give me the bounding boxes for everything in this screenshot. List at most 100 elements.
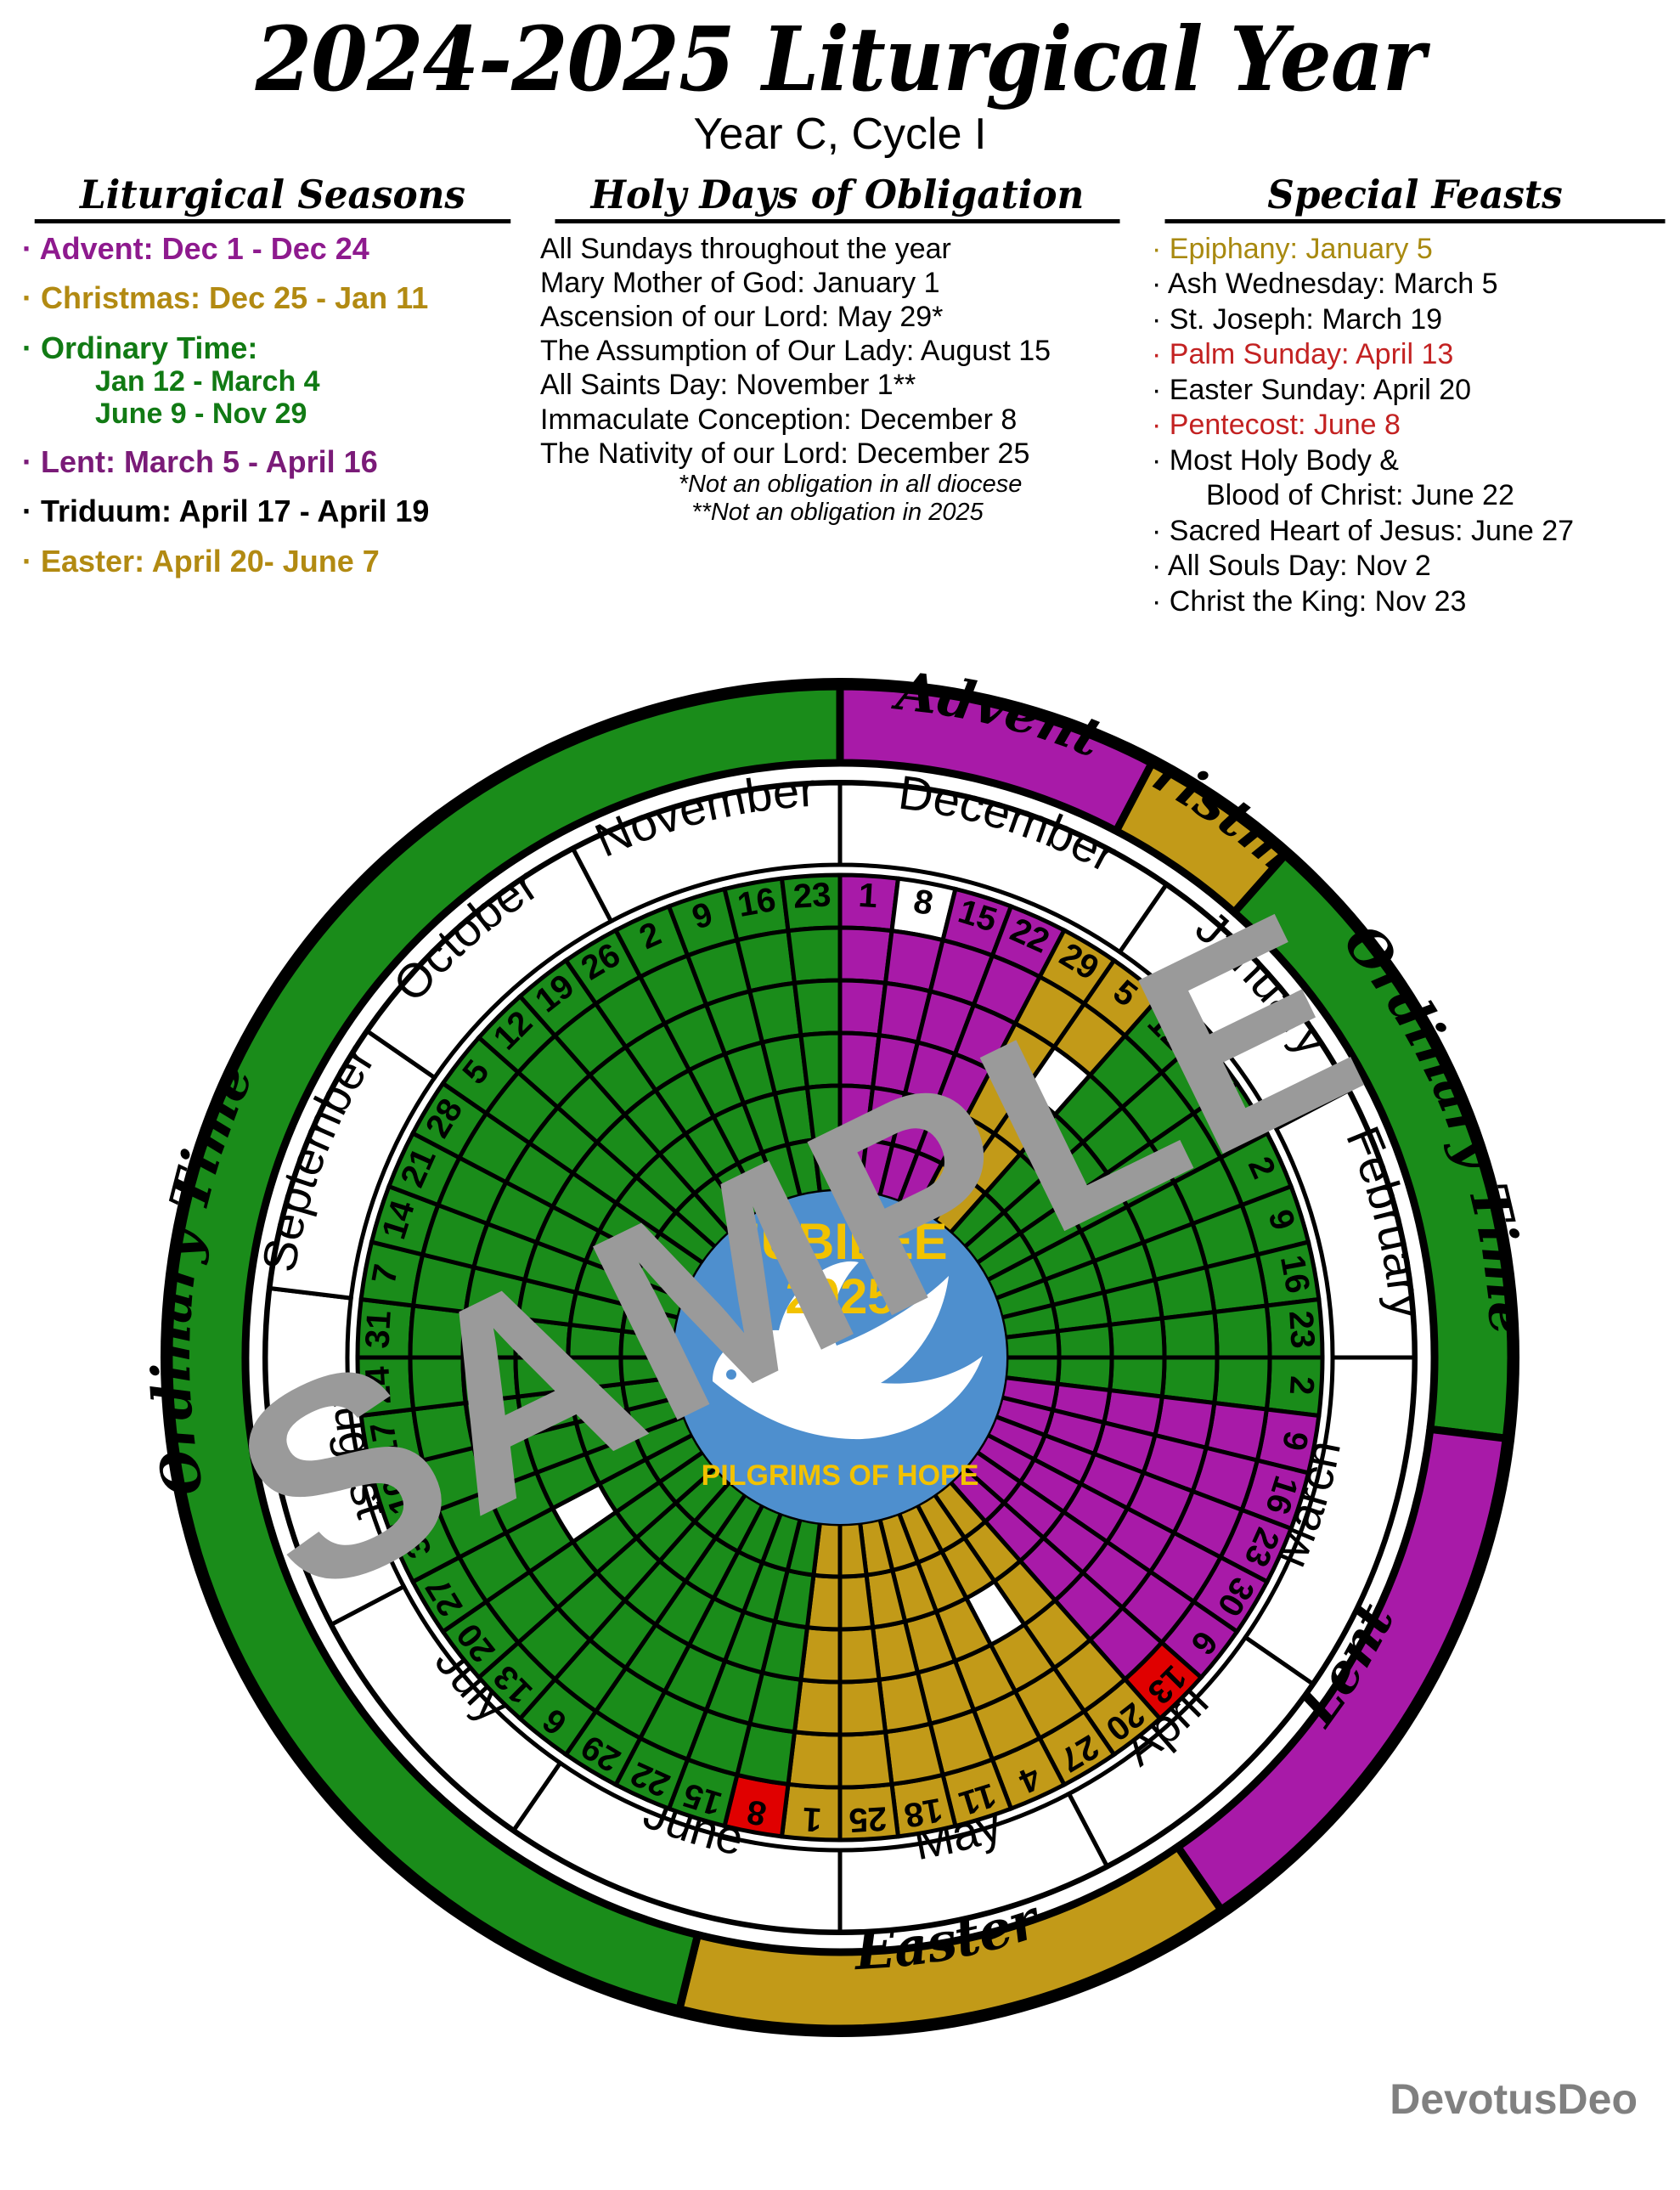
weekday-cell <box>1107 1316 1167 1360</box>
holy-days-note-1: *Not an obligation in all diocese <box>678 470 1023 498</box>
weekday-cell <box>786 925 843 986</box>
liturgical-seasons-heading: Liturgical Seasons <box>34 172 511 223</box>
weekday-cell <box>837 925 894 986</box>
dove-icon <box>713 1261 983 1440</box>
season-item: · Ordinary Time: Jan 12 - March 4 June 9 -… <box>22 330 523 431</box>
season-item-label: · Ordinary Time: <box>22 330 258 365</box>
week-date-label: 1 <box>857 877 878 915</box>
season-item: · Advent: Dec 1 - Dec 24 <box>22 231 523 266</box>
liturgical-seasons-list: · Advent: Dec 1 - Dec 24 · Christmas: Dec… <box>22 231 523 579</box>
special-feasts-list: · Epiphany: January 5 · Ash Wednesday: Ma… <box>1152 232 1678 619</box>
special-feast-label: · Christ the King: Nov 23 <box>1152 584 1467 618</box>
holy-days-note-2: **Not an obligation in 2025 <box>691 499 984 527</box>
holy-day-item: All Saints Day: November 1** <box>540 369 916 402</box>
season-item-label: · Christmas: Dec 25 - Jan 11 <box>22 280 429 316</box>
weekday-cell <box>408 1303 469 1360</box>
week-date-label: 16 <box>1273 1252 1316 1296</box>
season-item-label: · Lent: March 5 - April 16 <box>22 444 378 480</box>
season-item-range-1: Jan 12 - March 4 <box>95 364 320 398</box>
holy-day-item: The Assumption of Our Lady: August 15 <box>540 335 1051 368</box>
weekday-cell <box>837 1677 888 1737</box>
weekday-cell <box>837 1520 869 1579</box>
weekday-cell <box>786 1729 843 1790</box>
weekday-cell <box>566 1355 625 1393</box>
season-item-label: · Easter: April 20- June 7 <box>22 543 380 579</box>
special-feasts-panel: Special Feasts · Epiphany: January 5 · As… <box>1152 172 1678 619</box>
special-feast-label-cont: Blood of Christ: June 22 <box>1206 479 1514 512</box>
brand-watermark: DevotusDeo <box>1390 2075 1638 2123</box>
week-date-label: 16 <box>735 881 779 924</box>
week-date-label: 2 <box>1283 1374 1321 1396</box>
special-feast-label: · Easter Sunday: April 20 <box>1152 373 1472 406</box>
special-feast-label: · Sacred Heart of Jesus: June 27 <box>1152 514 1575 547</box>
week-date-label: 17 <box>364 1419 407 1463</box>
weekday-cell <box>618 1355 678 1386</box>
weekday-cell <box>837 1729 894 1790</box>
season-item-range-2: June 9 - Nov 29 <box>95 398 307 431</box>
season-item: · Easter: April 20- June 7 <box>22 543 523 579</box>
weekday-cell <box>1055 1322 1114 1360</box>
week-date-label: 23 <box>1282 1310 1322 1350</box>
holy-day-item: The Nativity of our Lord: December 25 <box>540 437 1030 470</box>
liturgical-wheel-svg: AdventChristmasOrdinary TimeLentEasterOr… <box>50 610 1540 2037</box>
special-feast-label: · St. Joseph: March 19 <box>1152 302 1443 336</box>
special-feast-item: · Most Holy Body & Blood of Christ: June … <box>1152 443 1678 514</box>
logo-line-1: JUBILEE <box>732 1213 947 1270</box>
special-feast-item: · Easter Sunday: April 20 <box>1152 373 1678 408</box>
weekday-cell <box>798 1030 843 1091</box>
page-title: 2024-2025 Liturgical Year <box>255 7 1426 111</box>
special-feast-item: · Pentecost: June 8 <box>1152 408 1678 443</box>
weekday-cell <box>1159 1309 1220 1360</box>
week-date-label: 1 <box>802 1800 823 1838</box>
special-feast-item: · Christ the King: Nov 23 <box>1152 584 1678 619</box>
holy-days-heading: Holy Days of Obligation <box>555 172 1120 223</box>
season-item: · Triduum: April 17 - April 19 <box>22 494 523 528</box>
season-item: · Lent: March 5 - April 16 <box>22 444 523 480</box>
holy-days-panel: Holy Days of Obligation All Sundays thro… <box>540 172 1135 527</box>
week-date-label: 18 <box>901 1791 945 1834</box>
special-feast-item: · Palm Sunday: April 13 <box>1152 337 1678 372</box>
season-item-label: · Advent: Dec 1 - Dec 24 <box>22 231 369 266</box>
special-feast-label: · Epiphany: January 5 <box>1152 233 1433 265</box>
liturgical-wheel: AdventChristmasOrdinary TimeLentEasterOr… <box>50 610 1630 2114</box>
weekday-cell <box>408 1355 469 1412</box>
weekday-cell <box>837 1572 876 1632</box>
month-cell-november <box>570 781 843 924</box>
holy-day-item: Mary Mother of God: January 1 <box>540 267 940 300</box>
logo-line-3: PILGRIMS OF HOPE <box>702 1459 979 1492</box>
weekday-cell <box>792 978 843 1038</box>
special-feast-item: · All Souls Day: Nov 2 <box>1152 549 1678 584</box>
holy-day-item: All Sundays throughout the year <box>540 233 951 265</box>
special-feast-label: · Ash Wednesday: March 5 <box>1152 268 1498 301</box>
weekday-cell <box>804 1083 843 1143</box>
season-item-label: · Triduum: April 17 - April 19 <box>22 494 430 529</box>
holy-day-item: Immaculate Conception: December 8 <box>540 403 1018 436</box>
week-date-label: 31 <box>358 1310 398 1350</box>
weekday-cell <box>1211 1303 1272 1360</box>
logo-line-2: 2025 <box>785 1269 894 1324</box>
weekday-cell <box>1002 1329 1062 1360</box>
special-feast-item: · Epiphany: January 5 <box>1152 232 1678 267</box>
weekday-cell <box>1211 1355 1272 1412</box>
weekday-cell <box>837 1624 882 1685</box>
liturgical-seasons-panel: Liturgical Seasons · Advent: Dec 1 - Dec… <box>22 172 523 594</box>
special-feast-item: · St. Joseph: March 19 <box>1152 302 1678 337</box>
special-feast-label: · Palm Sunday: April 13 <box>1152 338 1454 371</box>
info-columns: Liturgical Seasons · Advent: Dec 1 - Dec… <box>0 160 1680 619</box>
holy-days-list: All Sundays throughout the year Mary Moth… <box>540 232 1135 471</box>
holy-day-item: Ascension of our Lord: May 29* <box>540 301 944 334</box>
special-feast-item: · Sacred Heart of Jesus: June 27 <box>1152 514 1678 549</box>
special-feasts-heading: Special Feasts <box>1164 172 1666 223</box>
week-date-label: 23 <box>792 876 832 916</box>
page-subtitle: Year C, Cycle I <box>693 110 987 159</box>
weekday-cell <box>811 1136 843 1195</box>
week-date-label: 25 <box>848 1799 888 1839</box>
week-date-label: 24 <box>358 1365 398 1406</box>
special-feast-label: · All Souls Day: Nov 2 <box>1152 550 1431 583</box>
season-band-ordinary-time <box>165 682 844 2014</box>
season-item: · Christmas: Dec 25 - Jan 11 <box>22 281 523 315</box>
special-feast-item: · Ash Wednesday: March 5 <box>1152 267 1678 302</box>
weekday-cell <box>513 1355 573 1399</box>
weekday-cell <box>460 1355 521 1406</box>
